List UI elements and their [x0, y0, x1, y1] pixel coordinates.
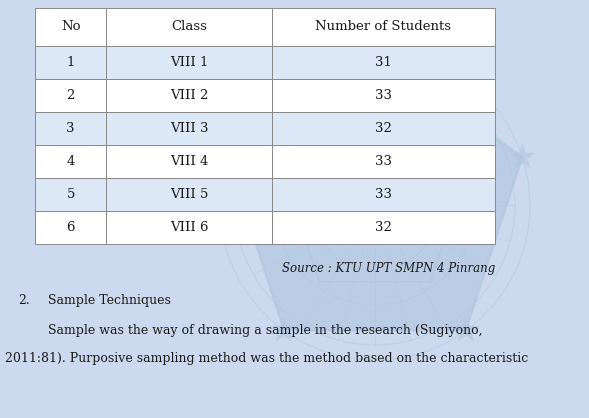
Bar — [106, 112, 272, 145]
Bar — [106, 8, 272, 46]
Polygon shape — [362, 36, 388, 61]
Text: 3: 3 — [67, 122, 75, 135]
Text: 33: 33 — [375, 89, 392, 102]
Bar — [35, 46, 106, 79]
Polygon shape — [453, 316, 479, 342]
Bar — [35, 145, 106, 178]
Text: Sample was the way of drawing a sample in the research (Sugiyono,: Sample was the way of drawing a sample i… — [48, 324, 482, 337]
Text: 32: 32 — [375, 221, 392, 234]
Polygon shape — [227, 50, 522, 330]
Bar — [272, 145, 495, 178]
Text: 5: 5 — [67, 188, 75, 201]
Bar — [35, 79, 106, 112]
Bar — [106, 46, 272, 79]
Text: Sample Techniques: Sample Techniques — [48, 294, 171, 307]
Bar — [272, 178, 495, 211]
Text: 33: 33 — [375, 155, 392, 168]
Text: Class: Class — [171, 20, 207, 33]
Text: VIII 2: VIII 2 — [170, 89, 209, 102]
Bar — [106, 79, 272, 112]
Bar — [272, 46, 495, 79]
Bar — [272, 211, 495, 244]
Text: VIII 1: VIII 1 — [170, 56, 209, 69]
Text: 33: 33 — [375, 188, 392, 201]
Text: Source : KTU UPT SMPN 4 Pinrang: Source : KTU UPT SMPN 4 Pinrang — [282, 262, 495, 275]
Bar — [35, 112, 106, 145]
Text: 2: 2 — [67, 89, 75, 102]
Text: 2.: 2. — [18, 294, 30, 307]
Text: VIII 3: VIII 3 — [170, 122, 209, 135]
Polygon shape — [270, 316, 297, 342]
Bar — [106, 178, 272, 211]
Text: Number of Students: Number of Students — [316, 20, 451, 33]
Polygon shape — [509, 143, 536, 168]
Text: 6: 6 — [67, 221, 75, 234]
Text: 31: 31 — [375, 56, 392, 69]
Text: VIII 5: VIII 5 — [170, 188, 209, 201]
Text: 1: 1 — [67, 56, 75, 69]
Bar — [106, 145, 272, 178]
Text: VIII 6: VIII 6 — [170, 221, 209, 234]
Bar — [272, 79, 495, 112]
Bar — [272, 8, 495, 46]
Text: 2011:81). Purposive sampling method was the method based on the characteristic: 2011:81). Purposive sampling method was … — [5, 352, 528, 365]
Bar — [106, 211, 272, 244]
Bar — [35, 211, 106, 244]
Text: 4: 4 — [67, 155, 75, 168]
Text: No: No — [61, 20, 81, 33]
Bar — [272, 112, 495, 145]
Bar — [35, 178, 106, 211]
Polygon shape — [214, 143, 241, 168]
Text: 32: 32 — [375, 122, 392, 135]
Bar — [35, 8, 106, 46]
Text: VIII 4: VIII 4 — [170, 155, 209, 168]
